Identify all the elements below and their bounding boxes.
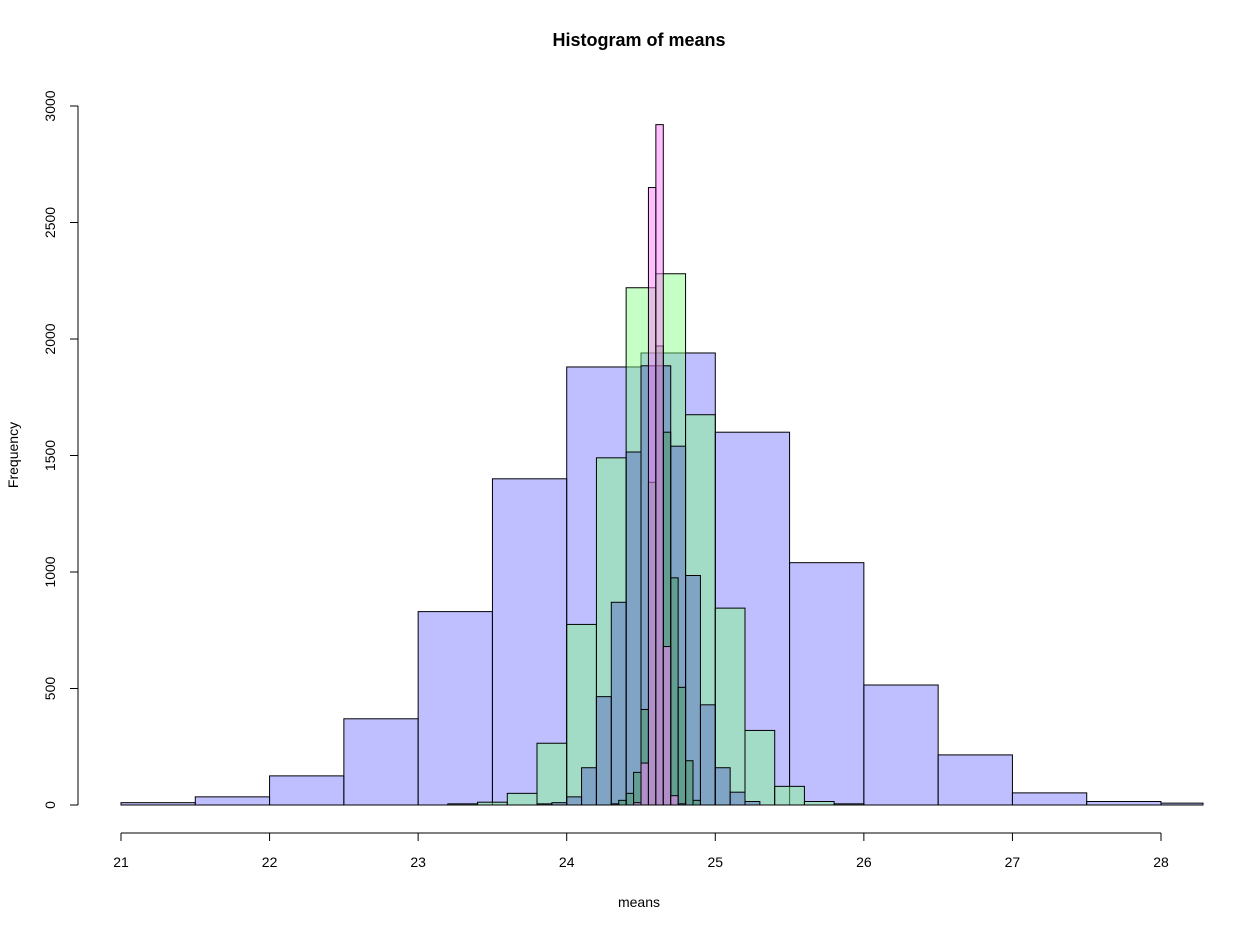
histogram-bar [729,791,746,806]
histogram-bar [714,767,731,806]
histogram-bar [633,771,642,806]
y-tick-label: 500 [42,677,58,701]
histogram-bar [610,601,627,806]
x-tick-label: 21 [113,854,129,870]
histogram-bar [120,802,196,806]
y-tick-label: 1000 [42,556,58,587]
histogram-bar [633,802,642,806]
histogram-bar [447,803,479,806]
histogram-bar [566,796,583,806]
histogram-bar [536,742,568,806]
x-tick-label: 22 [262,854,278,870]
x-tick-label: 27 [1005,854,1021,870]
x-axis-label: means [618,894,660,910]
histogram-bar [863,684,939,806]
histogram-bar [618,799,627,806]
histogram-bar [803,801,835,806]
histogram-bar [477,801,508,806]
y-tick-label: 3000 [42,90,58,121]
histogram-bar [536,803,553,806]
histogram-bar [744,801,761,806]
histogram-bar [677,686,687,806]
histogram-bar [269,775,345,806]
histogram-bar [662,646,672,806]
x-tick-label: 25 [707,854,723,870]
y-tick-label: 2500 [42,207,58,238]
y-axis-label: Frequency [5,422,21,488]
x-tick-label: 24 [559,854,575,870]
histogram-bar [625,792,635,806]
histogram-bar [714,431,791,806]
histogram-bar [417,611,493,806]
histogram-bar [744,729,776,806]
y-tick-label: 1500 [42,440,58,471]
histogram-bar [670,577,679,806]
histogram-bar [610,803,620,806]
histogram-bar [699,704,716,806]
histogram-bar [551,802,568,806]
x-tick-label: 28 [1153,854,1169,870]
bars-layer [120,124,1204,806]
histogram-bar [343,718,419,806]
histogram-bar [1086,801,1162,806]
y-tick-label: 2000 [42,323,58,354]
histogram-bar [640,762,649,806]
histogram-bar [685,760,694,806]
x-tick-label: 26 [856,854,872,870]
histogram-bar [194,796,271,806]
histogram-bar [566,366,642,806]
histogram-bar [625,451,642,806]
y-axis: 0 500 1000 1500 2000 2500 3000 [42,90,79,809]
histogram-bar [774,785,805,806]
histogram-bar [789,562,865,806]
chart-title: Histogram of means [552,30,725,50]
histogram-bar [677,803,687,806]
histogram-bar [655,124,664,806]
histogram-bar [833,803,865,806]
histogram-bar [595,696,612,806]
histogram-bar [692,799,701,806]
x-tick-label: 23 [410,854,426,870]
y-tick-label: 0 [42,801,58,809]
histogram-bar [491,478,568,806]
x-axis: 21 22 23 24 25 26 27 28 [113,832,1169,870]
histogram-bar [937,754,1013,806]
histogram-bar [647,187,657,806]
histogram-bar [1011,792,1088,806]
histogram-bar [1160,802,1204,806]
histogram-bar [670,795,679,806]
histogram-bar [581,767,597,806]
histogram-bar [506,792,538,806]
